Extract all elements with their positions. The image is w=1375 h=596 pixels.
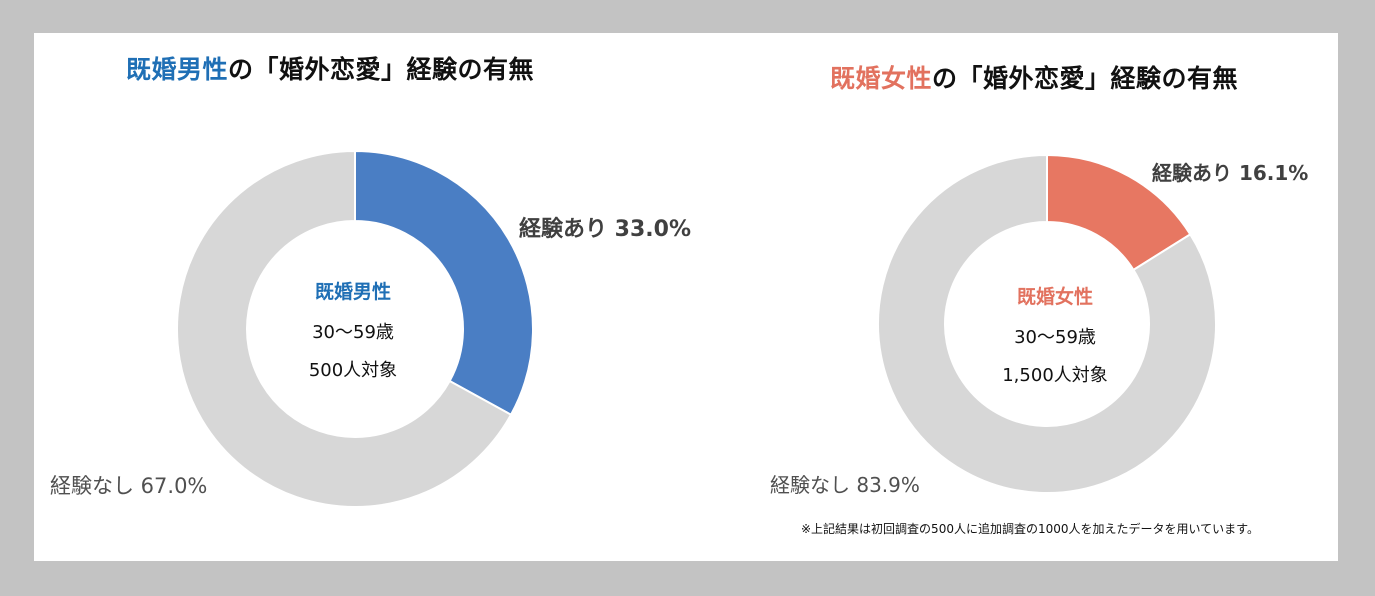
center-group-female: 既婚女性 (1016, 286, 1093, 308)
chart-title-female: 既婚女性の「婚外恋愛」経験の有無 (830, 59, 1238, 95)
donut-slice-not-experienced (877, 153, 1217, 494)
chart-panel: 既婚男性の「婚外恋愛」経験の有無 既婚男性 30〜59歳 500人対象 経験あり… (34, 33, 1338, 561)
center-age-male: 30〜59歳 (312, 322, 394, 343)
center-age-female: 30〜59歳 (1014, 327, 1096, 348)
center-label-male: 既婚男性 30〜59歳 500人対象 (263, 277, 443, 394)
chart-title-male: 既婚男性の「婚外恋愛」経験の有無 (126, 50, 534, 86)
title-rest-male: の「婚外恋愛」経験の有無 (228, 55, 535, 84)
donut-chart-female (877, 153, 1217, 494)
center-sample-female: 1,500人対象 (1002, 365, 1108, 386)
donut-slice-experienced (354, 149, 534, 417)
slice-label-female-yes: 経験あり 16.1% (1152, 161, 1309, 185)
center-label-female: 既婚女性 30〜59歳 1,500人対象 (965, 282, 1145, 399)
title-highlight-male: 既婚男性 (126, 55, 229, 84)
title-highlight-female: 既婚女性 (830, 64, 933, 93)
donut-slice-not-experienced (176, 149, 513, 508)
center-sample-male: 500人対象 (308, 360, 398, 381)
slice-label-male-yes: 経験あり 33.0% (519, 217, 691, 242)
slice-label-female-no: 経験なし 83.9% (770, 473, 920, 497)
footnote: ※上記結果は初回調査の500人に追加調査の1000人を加えたデータを用いています… (801, 522, 1259, 536)
center-group-male: 既婚男性 (314, 281, 391, 303)
donut-chart-male (176, 149, 534, 508)
slice-label-male-no: 経験なし 67.0% (50, 474, 208, 498)
title-rest-female: の「婚外恋愛」経験の有無 (932, 64, 1239, 93)
